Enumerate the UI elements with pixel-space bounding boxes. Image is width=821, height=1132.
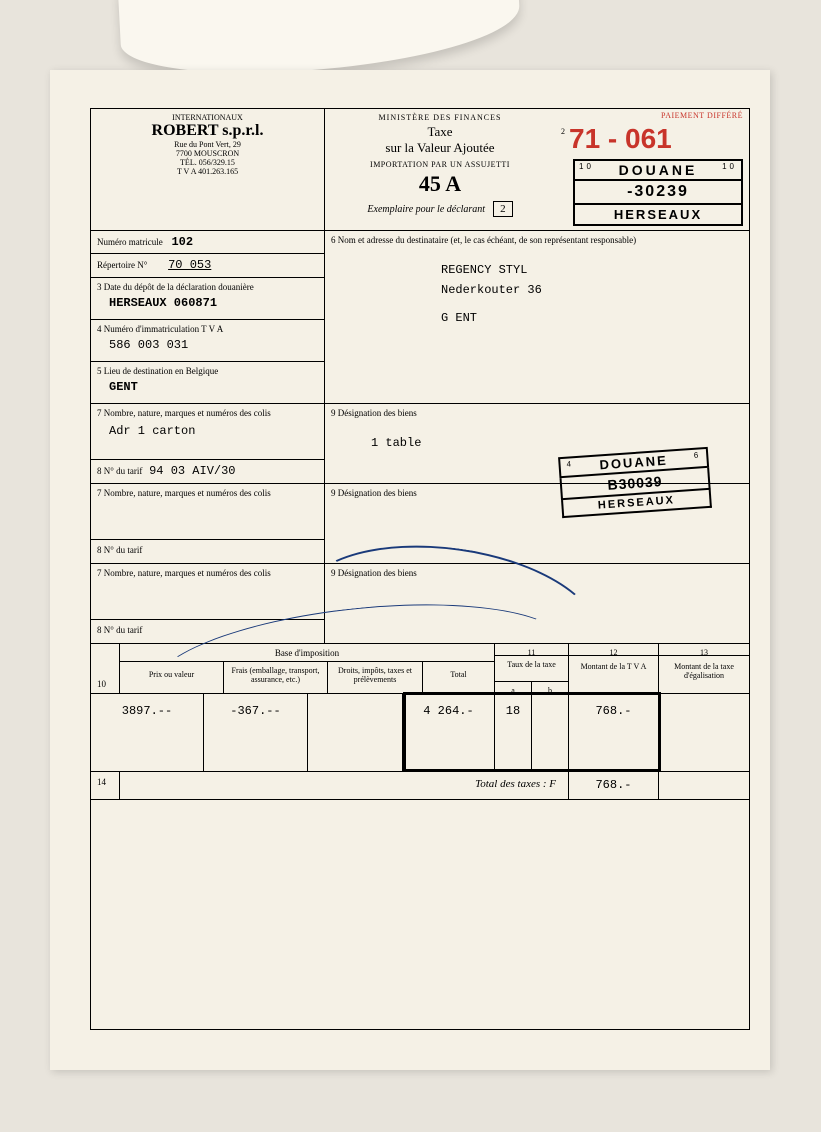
tax-line2: sur la Valeur Ajoutée: [331, 140, 549, 156]
bottom-box: [90, 800, 750, 1030]
field-2: Répertoire N° 70 053: [90, 254, 325, 278]
company-addr1: Rue du Pont Vert, 29: [97, 140, 318, 149]
f2-label: Répertoire N°: [97, 260, 147, 270]
f4-label: 4 Numéro d'immatriculation T V A: [97, 324, 318, 334]
field-7b: 7 Nombre, nature, marques et numéros des…: [90, 484, 325, 540]
f9a-label: 9 Désignation des biens: [331, 408, 743, 418]
company-name: ROBERT s.p.r.l.: [97, 122, 318, 140]
f7c-label: 7 Nombre, nature, marques et numéros des…: [97, 568, 318, 578]
f8a-value: 94 03 AIV/30: [149, 464, 235, 478]
page-fold: [118, 0, 522, 80]
douane-stamp-overlay: 4 DOUANE 6 B30039 HERSEAUX: [558, 447, 712, 518]
f1-label: Numéro matricule: [97, 237, 163, 247]
f5-value: GENT: [109, 380, 318, 394]
exemplaire-num: 2: [493, 201, 513, 217]
f8c-label: 8 N° du tarif: [97, 625, 142, 635]
field-10: 10: [90, 644, 120, 694]
company-tva: T V A 401.263.165: [97, 167, 318, 176]
f5-label: 5 Lieu de destination en Belgique: [97, 366, 318, 376]
field-5: 5 Lieu de destination en Belgique GENT: [90, 362, 325, 404]
ministry-label: MINISTÈRE DES FINANCES: [331, 113, 549, 122]
stamp2-sup-r: 6: [693, 450, 700, 465]
stamp2-sup-l: 4: [566, 459, 573, 474]
douane-sup-l: 10: [579, 162, 594, 171]
field-7c: 7 Nombre, nature, marques et numéros des…: [90, 564, 325, 620]
f6-line1: REGENCY STYL: [441, 263, 743, 277]
douane-place: HERSEAUX: [573, 205, 743, 226]
company-block: INTERNATIONAUX ROBERT s.p.r.l. Rue du Po…: [90, 108, 325, 230]
val-egal: [659, 694, 750, 772]
field-8a: 8 N° du tarif 94 03 AIV/30: [90, 460, 325, 484]
footer-label: Total des taxes : F: [120, 772, 569, 800]
f7a-label: 7 Nombre, nature, marques et numéros des…: [97, 408, 318, 418]
field-7a: 7 Nombre, nature, marques et numéros des…: [90, 404, 325, 460]
ref-block: PAIEMENT DIFFÉRÉ 2 71 - 061 10 DOUANE 10…: [555, 108, 750, 230]
f3-value: HERSEAUX 060871: [109, 296, 318, 310]
val-taux-a: 18: [495, 694, 532, 772]
f6-line3: G ENT: [441, 311, 743, 325]
f2-value: 70 053: [168, 258, 211, 272]
f6-label: 6 Nom et adresse du destinataire (et, le…: [331, 235, 743, 245]
field-6: 6 Nom et adresse du destinataire (et, le…: [325, 230, 750, 404]
f7b-label: 7 Nombre, nature, marques et numéros des…: [97, 488, 318, 498]
f3-label: 3 Date du dépôt de la déclaration douani…: [97, 282, 318, 292]
footer-blank: [659, 772, 750, 800]
footer-val: 768.-: [569, 772, 659, 800]
f8b-label: 8 N° du tarif: [97, 545, 142, 555]
field-3: 3 Date du dépôt de la déclaration douani…: [90, 278, 325, 320]
col-13-num: 13: [659, 644, 750, 656]
fields-row-1: Numéro matricule 102 Répertoire N° 70 05…: [90, 230, 750, 404]
ref-small-2: 2: [561, 127, 565, 136]
company-line1: INTERNATIONAUX: [97, 113, 318, 122]
f1-value: 102: [171, 235, 193, 249]
customs-form: INTERNATIONAUX ROBERT s.p.r.l. Rue du Po…: [90, 108, 750, 1030]
f7a-value: Adr 1 carton: [109, 424, 318, 438]
field-4: 4 Numéro d'immatriculation T V A 586 003…: [90, 320, 325, 362]
paiement-label: PAIEMENT DIFFÉRÉ: [661, 111, 743, 120]
douane-label: DOUANE: [619, 162, 698, 178]
tax-line1: Taxe: [331, 124, 549, 140]
val-taux-b: [532, 694, 569, 772]
footer-14: 14: [90, 772, 120, 800]
col-egal: Montant de la taxe d'égalisation: [659, 656, 750, 694]
exemplaire-row: Exemplaire pour le déclarant 2: [331, 201, 549, 217]
footer-row: 14 Total des taxes : F 768.-: [90, 772, 750, 800]
f6-line2: Nederkouter 36: [441, 283, 743, 297]
form-code: 45 A: [331, 171, 549, 197]
douane-code: -30239: [573, 181, 743, 205]
douane-sup-r: 10: [722, 162, 737, 171]
left-fields: Numéro matricule 102 Répertoire N° 70 05…: [90, 230, 325, 404]
stamp2-line1: DOUANE: [599, 453, 668, 473]
exemplaire-label: Exemplaire pour le déclarant: [367, 204, 485, 215]
company-addr2: 7700 MOUSCRON: [97, 149, 318, 158]
company-tel: TÉL. 056/329.15: [97, 158, 318, 167]
import-line: IMPORTATION PAR UN ASSUJETTI: [331, 160, 549, 169]
f8a-label: 8 N° du tarif: [97, 466, 142, 476]
document-page: INTERNATIONAUX ROBERT s.p.r.l. Rue du Po…: [50, 70, 770, 1070]
ref-number: 71 - 061: [569, 123, 672, 155]
ministry-block: MINISTÈRE DES FINANCES Taxe sur la Valeu…: [325, 108, 555, 230]
douane-stamp-main: 10 DOUANE 10 -30239 HERSEAUX: [573, 159, 743, 226]
val-tva: 768.-: [569, 694, 659, 772]
field-1: Numéro matricule 102: [90, 230, 325, 254]
field-8b: 8 N° du tarif: [90, 540, 325, 564]
f10-label: 10: [97, 679, 106, 689]
header-row: INTERNATIONAUX ROBERT s.p.r.l. Rue du Po…: [90, 108, 750, 230]
f4-value: 586 003 031: [109, 338, 318, 352]
footer-num: 14: [97, 777, 106, 787]
